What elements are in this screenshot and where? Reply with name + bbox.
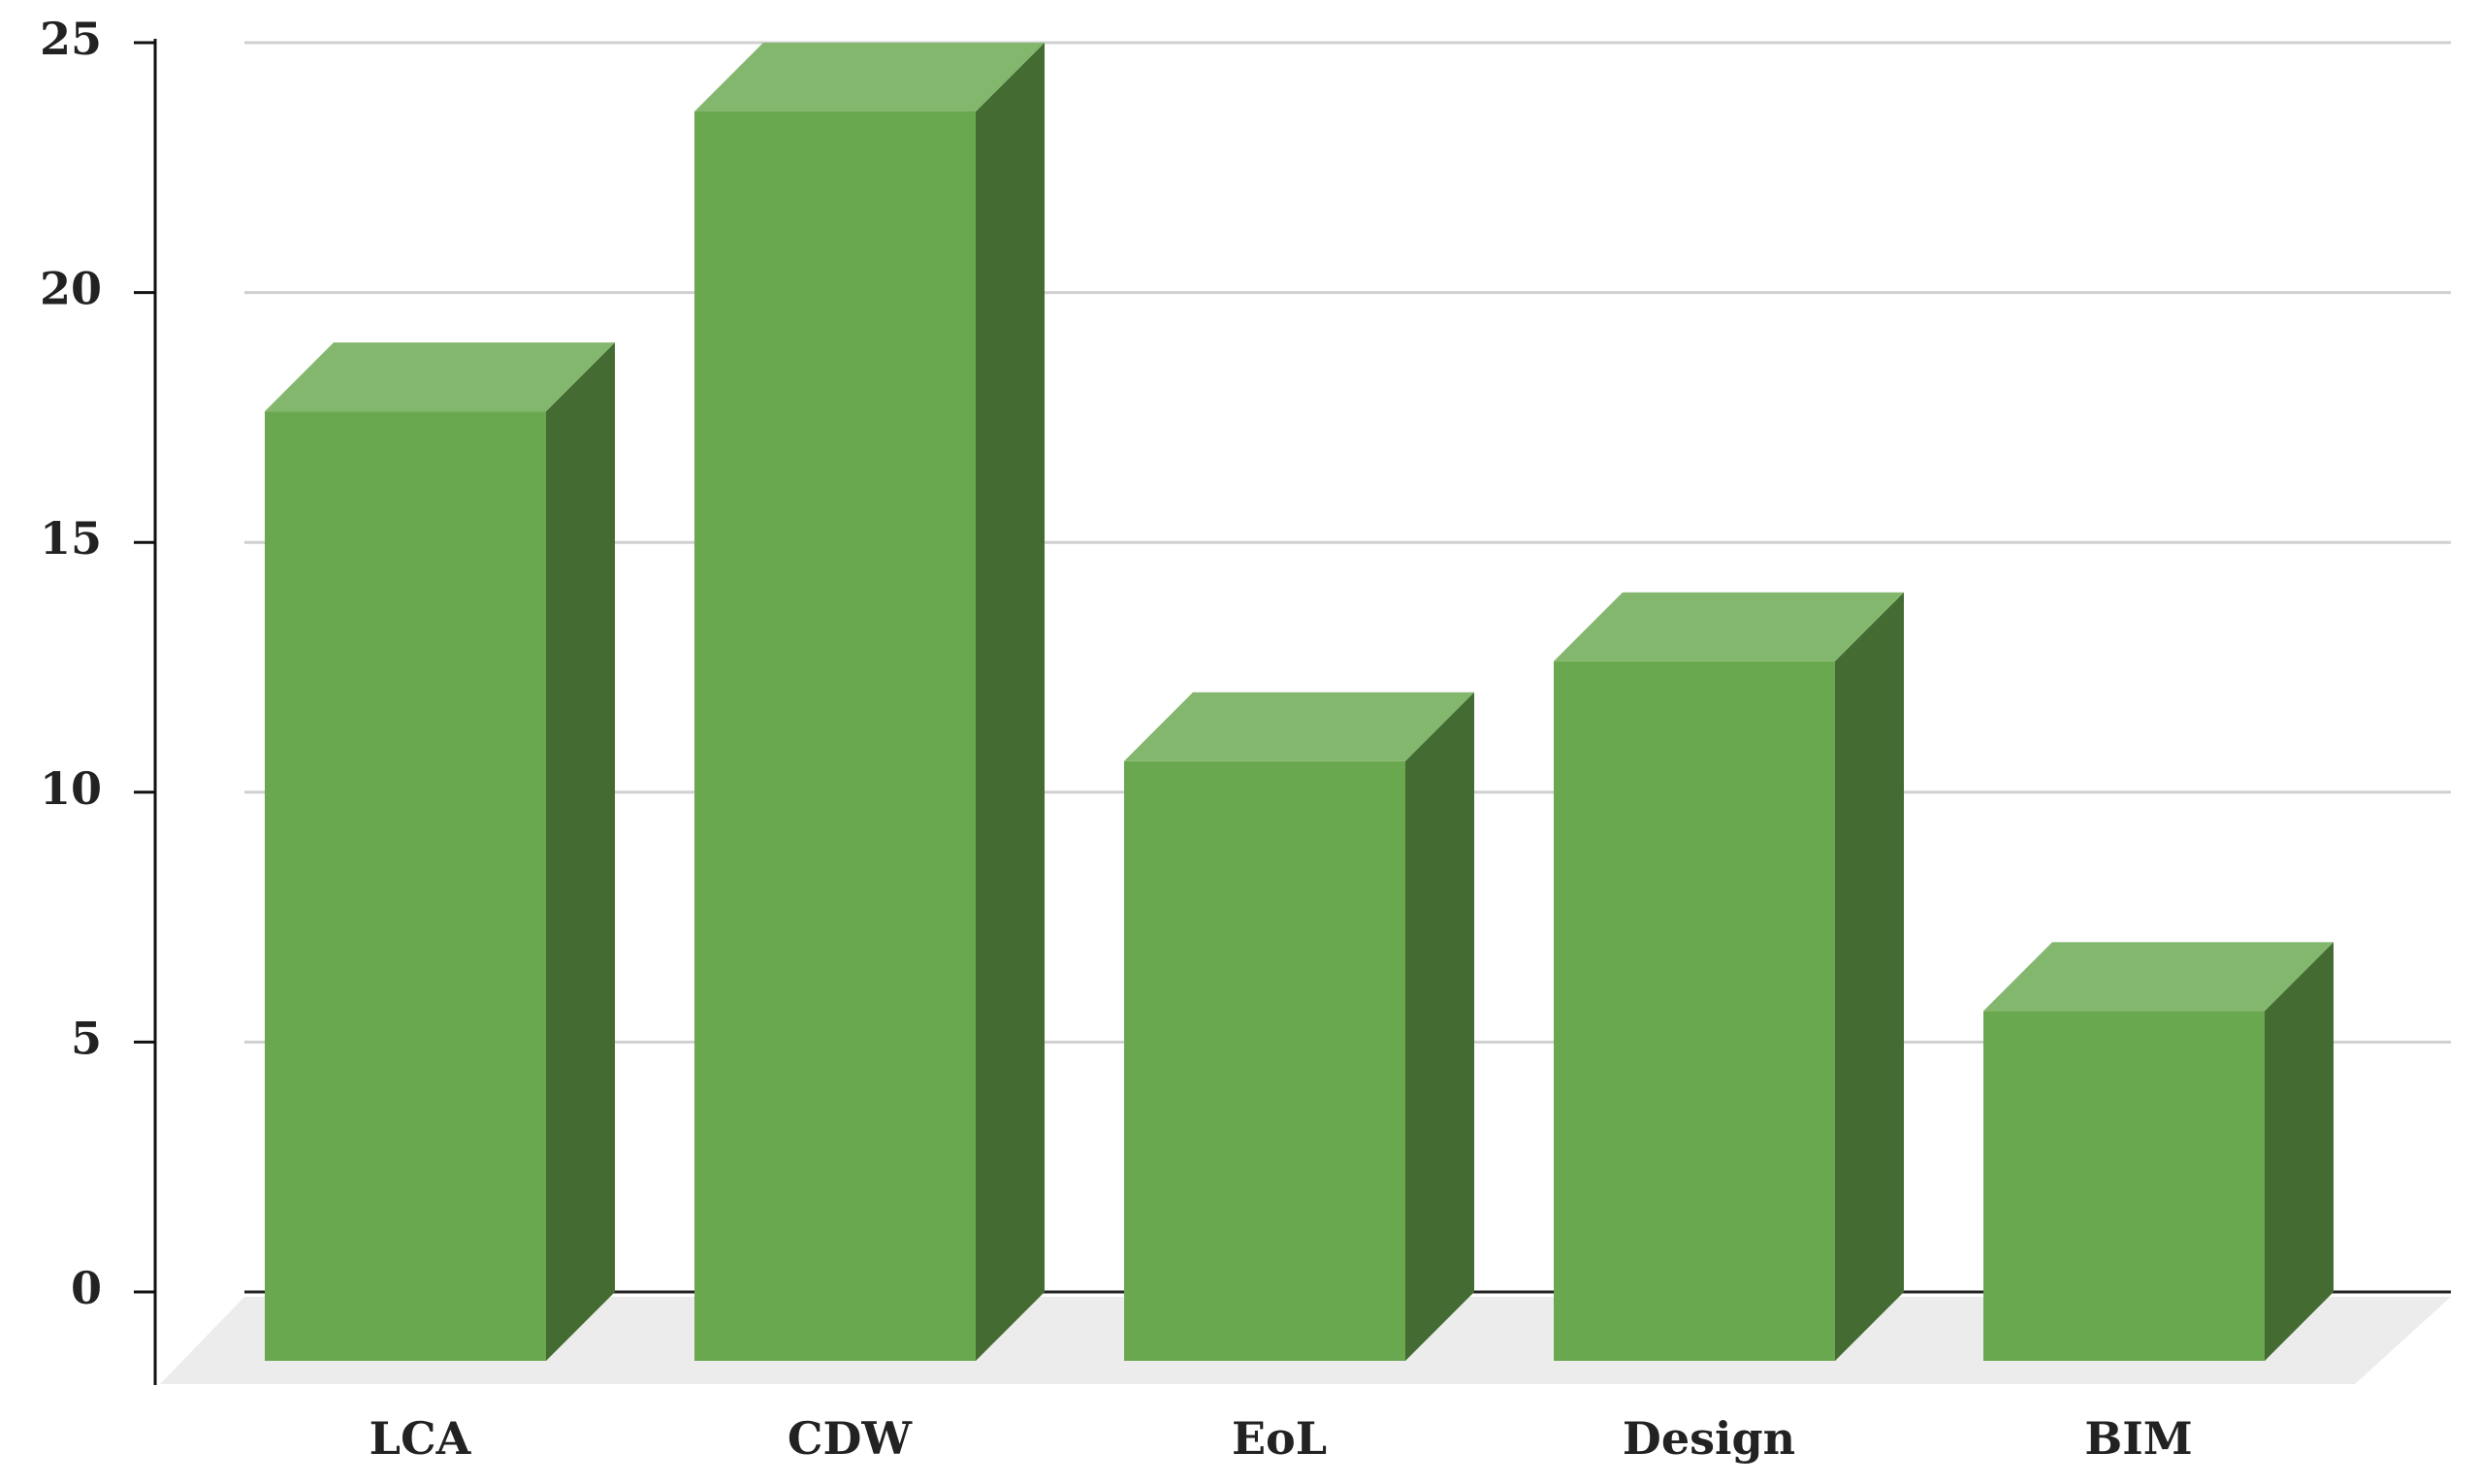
bar-side <box>1405 692 1474 1361</box>
y-tick-label: 5 <box>71 1012 102 1064</box>
bar-top <box>694 43 1045 112</box>
y-tick-label: 15 <box>40 512 102 565</box>
bar-side-shade <box>1835 592 1904 1361</box>
bar-side-shade <box>976 43 1045 1361</box>
bar-top-shade <box>1983 942 2334 1012</box>
bar-top-shade <box>265 342 615 412</box>
bar-top <box>265 342 615 412</box>
bar-front <box>265 411 546 1361</box>
x-tick-label: Design <box>1623 1412 1795 1465</box>
bar-top <box>1554 592 1904 661</box>
bar-top <box>1124 692 1474 761</box>
bar-front <box>1554 661 1835 1361</box>
x-tick-label: LCA <box>370 1412 472 1465</box>
bar-side <box>1835 592 1904 1361</box>
bar-side <box>546 342 615 1361</box>
bar-side <box>2265 942 2334 1361</box>
bar-side-shade <box>1405 692 1474 1361</box>
bar-side-shade <box>546 342 615 1361</box>
bar-side-shade <box>2265 942 2334 1361</box>
x-tick-label: BIM <box>2084 1412 2192 1465</box>
y-tick-label: 0 <box>71 1262 102 1314</box>
y-tick-label: 20 <box>40 263 102 315</box>
bar-side <box>976 43 1045 1361</box>
bar-front <box>694 112 976 1361</box>
bar-top <box>1983 942 2334 1012</box>
x-tick-label: CDW <box>788 1412 914 1465</box>
bar-top-shade <box>694 43 1045 112</box>
bar-top-shade <box>1554 592 1904 661</box>
bar-top-shade <box>1124 692 1474 761</box>
bar-front <box>1124 760 1405 1361</box>
bar-front <box>1983 1011 2265 1361</box>
x-tick-label: EoL <box>1232 1412 1327 1465</box>
y-tick-label: 10 <box>40 762 102 815</box>
y-tick-label: 25 <box>40 13 102 65</box>
